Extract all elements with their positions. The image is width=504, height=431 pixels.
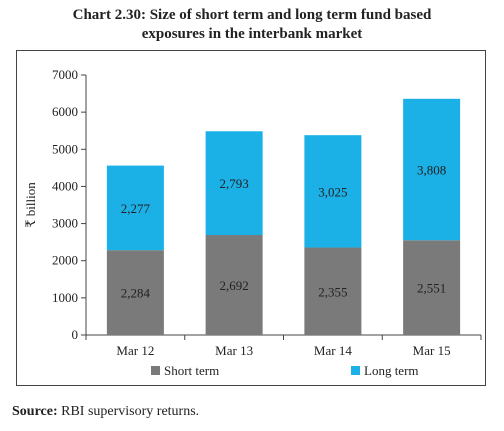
x-category-label: Mar 14	[314, 343, 352, 358]
source-text: RBI supervisory returns.	[57, 404, 200, 419]
y-tick-label: 4000	[52, 178, 78, 193]
y-axis-label: ₹ billion	[23, 182, 38, 228]
bar-value-label: 2,355	[318, 284, 347, 299]
chart-frame: 0 1000 2000 3000 4000 5000 6000 7000 ₹ billion 2,…	[16, 50, 486, 386]
y-tick-label: 7000	[52, 67, 78, 82]
y-tick-label: 6000	[52, 104, 78, 119]
x-category-label: Mar 13	[215, 343, 253, 358]
chart-title-line1: Chart 2.30: Size of short term and long …	[72, 7, 432, 23]
y-tick-label: 5000	[52, 141, 78, 156]
legend-label: Long term	[364, 363, 419, 378]
legend-label: Short term	[164, 363, 219, 378]
legend-swatch	[351, 366, 360, 375]
y-tick-label: 1000	[52, 290, 78, 305]
bar-short-term	[403, 240, 461, 335]
chart-title-line2: exposures in the interbank market	[141, 26, 363, 42]
bar-short-term	[304, 247, 362, 335]
bar-value-label: 3,025	[318, 184, 347, 199]
source-note: Source: RBI supervisory returns.	[12, 404, 199, 420]
bar-value-label: 2,284	[121, 286, 151, 301]
bar-short-term	[106, 250, 164, 335]
bar-long-term	[304, 135, 362, 248]
bar-short-term	[205, 235, 263, 335]
chart-title: Chart 2.30: Size of short term and long …	[0, 6, 504, 44]
stacked-bar-chart: 0 1000 2000 3000 4000 5000 6000 7000 ₹ billion 2,…	[23, 67, 482, 378]
bar-value-label: 2,793	[220, 176, 249, 191]
y-tick-label: 0	[72, 327, 79, 342]
bar-value-label: 2,692	[220, 278, 249, 293]
legend-swatch	[151, 366, 160, 375]
bar-value-label: 2,277	[121, 201, 151, 216]
bar-value-label: 2,551	[417, 281, 446, 296]
x-category-label: Mar 15	[413, 343, 451, 358]
bar-long-term	[106, 165, 164, 251]
bar-long-term	[205, 131, 263, 236]
source-label: Source:	[12, 404, 58, 419]
y-tick-label: 3000	[52, 216, 78, 231]
bar-value-label: 3,808	[417, 163, 446, 178]
bar-long-term	[403, 98, 461, 241]
y-tick-label: 2000	[52, 253, 78, 268]
x-category-label: Mar 12	[116, 343, 154, 358]
